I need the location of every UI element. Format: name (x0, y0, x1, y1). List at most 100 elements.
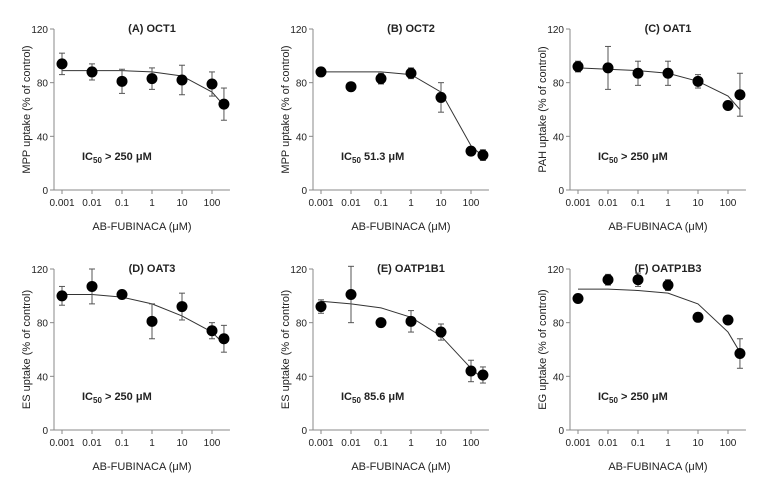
x-tick-label: 0.1 (631, 198, 645, 209)
y-axis-label: MPP uptake (% of control) (280, 45, 292, 173)
data-point (375, 73, 387, 85)
y-tick-label: 40 (296, 132, 308, 143)
data-point (218, 98, 230, 110)
ic50-value: > 250 μM (618, 151, 668, 163)
data-point (176, 74, 188, 86)
data-point (435, 326, 447, 338)
ic50-value: 85.6 μM (361, 391, 404, 403)
x-tick-label: 10 (435, 198, 447, 209)
x-tick-label: 0.001 (49, 438, 74, 449)
x-tick-label: 100 (720, 438, 737, 449)
x-axis-label: AB-FUBINACA (μM) (351, 461, 450, 473)
x-tick-label: 100 (204, 198, 221, 209)
fit-curve (578, 288, 741, 353)
panel-title: (B) OCT2 (387, 23, 435, 35)
fit-curve (577, 67, 741, 110)
data-point (572, 61, 584, 73)
ic50-prefix: IC (82, 391, 93, 403)
data-point (176, 301, 188, 313)
ic50-prefix: IC (82, 151, 93, 163)
x-tick-label: 1 (665, 438, 671, 449)
data-point (86, 66, 98, 78)
x-tick-label: 100 (463, 198, 480, 209)
y-axis-label: ES uptake (% of control) (21, 290, 33, 409)
y-tick-label: 0 (42, 426, 48, 437)
data-point (602, 274, 614, 286)
y-tick-label: 0 (558, 426, 564, 437)
y-tick-label: 120 (547, 25, 564, 36)
y-tick-label: 120 (31, 265, 48, 276)
fit-curve (62, 70, 225, 106)
data-point (405, 315, 417, 327)
y-tick-label: 0 (301, 426, 307, 437)
ic50-prefix: IC (341, 391, 352, 403)
y-axis-label: ES uptake (% of control) (280, 290, 292, 409)
x-axis-label: AB-FUBINACA (μM) (351, 221, 450, 233)
ic50-value: > 250 μM (618, 391, 668, 403)
x-tick-label: 0.001 (308, 438, 333, 449)
data-point (146, 73, 158, 85)
x-tick-label: 0.001 (565, 198, 590, 209)
data-point (116, 75, 128, 87)
panel-a: 0 40 80 120 0.001 0.01 0.1 1 10 100 AB-FUBINACA (μ… (21, 23, 230, 233)
x-tick-label: 0.01 (598, 198, 618, 209)
y-tick-label: 40 (37, 132, 49, 143)
y-tick-label: 0 (42, 186, 48, 197)
data-point (632, 274, 644, 286)
ic50-label: IC50 > 250 μM (82, 151, 152, 165)
x-tick-label: 1 (665, 198, 671, 209)
x-tick-label: 100 (204, 438, 221, 449)
x-tick-label: 0.1 (115, 438, 129, 449)
data-point (465, 365, 477, 377)
y-tick-label: 80 (296, 79, 308, 90)
ic50-label: IC50 > 250 μM (598, 391, 668, 405)
panel-title: (F) OATP1B3 (634, 263, 701, 275)
x-tick-label: 0.1 (115, 198, 129, 209)
ic50-label: IC50 85.6 μM (341, 391, 404, 405)
panel-title: (A) OCT1 (128, 23, 176, 35)
x-tick-label: 10 (176, 198, 188, 209)
data-point (692, 311, 704, 323)
fit-curve (62, 293, 225, 345)
panel-title: (C) OAT1 (645, 23, 692, 35)
data-point (477, 149, 489, 161)
data-point (345, 81, 357, 93)
ic50-label: IC50 > 250 μM (598, 151, 668, 165)
data-point (315, 301, 327, 313)
data-point (722, 314, 734, 326)
x-axis-label: AB-FUBINACA (μM) (92, 461, 191, 473)
x-tick-label: 0.001 (49, 198, 74, 209)
x-tick-label: 0.01 (82, 198, 102, 209)
data-point (722, 99, 734, 111)
ic50-subscript: 50 (609, 396, 618, 405)
data-point (345, 288, 357, 300)
y-tick-label: 120 (547, 265, 564, 276)
x-tick-label: 1 (408, 438, 414, 449)
x-tick-label: 0.01 (82, 438, 102, 449)
x-tick-label: 0.01 (341, 438, 361, 449)
y-tick-label: 80 (37, 319, 49, 330)
data-point (662, 279, 674, 291)
data-point (218, 333, 230, 345)
data-point (405, 67, 417, 79)
data-point (86, 280, 98, 292)
data-point (477, 369, 489, 381)
ic50-subscript: 50 (609, 156, 618, 165)
y-tick-label: 0 (301, 186, 307, 197)
x-tick-label: 0.01 (598, 438, 618, 449)
y-tick-label: 0 (558, 186, 564, 197)
data-point (146, 315, 158, 327)
y-axis-label: EG uptake (% of control) (537, 289, 549, 409)
data-point (56, 290, 68, 302)
x-tick-label: 0.001 (308, 198, 333, 209)
x-axis-label: AB-FUBINACA (μM) (608, 461, 707, 473)
data-point (116, 288, 128, 300)
x-tick-label: 1 (149, 198, 155, 209)
y-tick-label: 120 (290, 25, 307, 36)
y-tick-label: 40 (37, 372, 49, 383)
x-tick-label: 1 (149, 438, 155, 449)
x-tick-label: 100 (720, 198, 737, 209)
x-tick-label: 0.1 (374, 438, 388, 449)
